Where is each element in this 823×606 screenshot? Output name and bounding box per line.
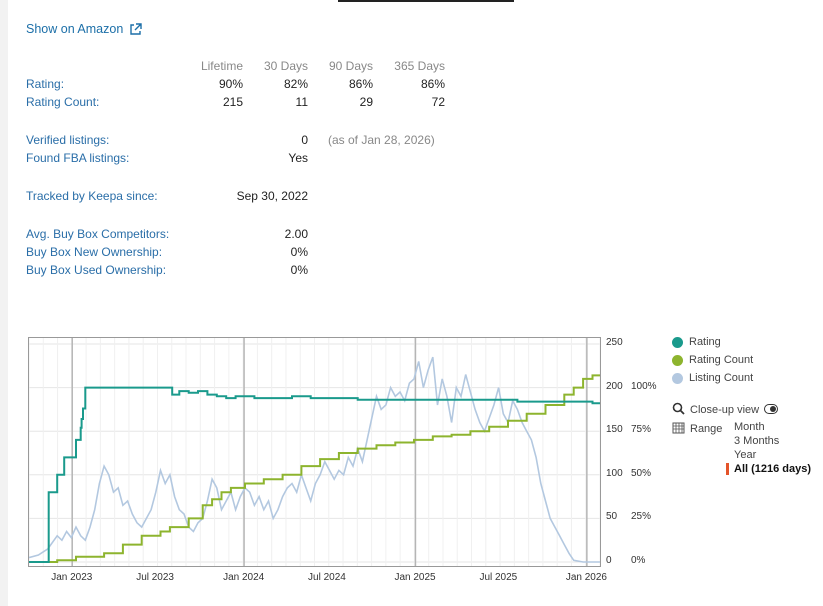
series-rating-count [29,374,600,563]
buybox-used-ownership-value: 0% [290,263,308,277]
rating-365days: 86% [420,77,445,91]
y-count-tick-label: 250 [606,337,623,348]
toggle-switch-icon [764,403,779,417]
col-365days: 365 Days [394,59,445,73]
buybox-new-ownership-label: Buy Box New Ownership: [26,245,163,259]
range-year[interactable]: Year [734,449,757,461]
x-tick-label: Jul 2025 [479,572,518,583]
series-listing-count [29,356,600,563]
verified-listings-value: 0 [301,133,308,147]
col-30days: 30 Days [263,59,308,73]
rating-90days: 86% [348,77,373,91]
rating-count-90days: 29 [359,95,373,109]
show-on-amazon-label: Show on Amazon [26,22,124,36]
range-all[interactable]: All (1216 days) [726,463,811,475]
closeup-toggle[interactable]: Close-up view [672,402,779,418]
rating-label: Rating: [26,77,65,91]
legend-listing-count-label: Listing Count [689,372,754,384]
x-tick-label: Jan 2024 [223,572,265,583]
y-count-tick-label: 200 [606,380,623,392]
y-count-tick-label: 50 [606,511,618,523]
rating-count-lifetime: 215 [222,95,243,109]
rating-count-dot-icon [672,354,683,366]
tracked-since-value: Sep 30, 2022 [236,189,308,203]
verified-listings-label: Verified listings: [26,133,110,147]
legend-rating-label: Rating [689,336,721,348]
series-rating [29,386,600,563]
y-rating-tick-label: 100% [631,380,657,392]
magnifier-icon [672,402,685,418]
legend-listing-count[interactable]: Listing Count [672,372,753,384]
y-rating-tick-label: 75% [631,424,652,436]
legend-rating-count[interactable]: Rating Count [672,354,753,366]
legend-rating[interactable]: Rating [672,336,721,348]
history-chart[interactable] [28,337,601,567]
external-link-icon [129,22,142,36]
buybox-used-ownership-label: Buy Box Used Ownership: [26,263,167,277]
listing-count-dot-icon [672,372,683,384]
history-chart-svg [29,338,600,566]
top-divider [338,0,514,2]
rating-lifetime: 90% [218,77,243,91]
buybox-competitors-value: 2.00 [284,227,308,241]
range-control: Range [672,421,722,437]
buybox-competitors-label: Avg. Buy Box Competitors: [26,227,170,241]
buybox-new-ownership-value: 0% [290,245,308,259]
y-rating-tick-label: 50% [631,467,652,479]
rating-count-30days: 11 [295,95,308,109]
col-90days: 90 Days [328,59,373,73]
x-tick-label: Jul 2024 [308,572,346,583]
range-label: Range [690,423,723,435]
show-on-amazon-link[interactable]: Show on Amazon [26,22,142,36]
rating-dot-icon [672,336,683,348]
y-count-tick-label: 150 [606,424,623,436]
y-count-tick-label: 0 [606,555,612,566]
legend-rating-count-label: Rating Count [689,354,754,366]
x-tick-label: Jan 2023 [51,572,93,583]
tracked-since-label: Tracked by Keepa since: [26,189,158,203]
x-tick-label: Jan 2025 [394,572,436,583]
fba-listings-value: Yes [288,151,308,165]
fba-listings-label: Found FBA listings: [26,151,130,165]
y-count-tick-label: 100 [606,467,623,479]
left-border [0,0,8,606]
rating-count-365days: 72 [431,95,445,109]
rating-30days: 82% [283,77,308,91]
closeup-label: Close-up view [690,404,760,416]
y-rating-tick-label: 25% [631,511,652,523]
x-tick-label: Jan 2026 [565,572,607,583]
y-rating-tick-label: 0% [631,555,646,566]
col-lifetime: Lifetime [200,59,243,73]
x-tick-label: Jul 2023 [136,572,174,583]
verified-listings-note: (as of Jan 28, 2026) [328,133,435,147]
calendar-icon [672,421,685,437]
rating-count-label: Rating Count: [26,95,100,109]
range-month[interactable]: Month [734,421,765,433]
range-3months[interactable]: 3 Months [734,435,780,447]
